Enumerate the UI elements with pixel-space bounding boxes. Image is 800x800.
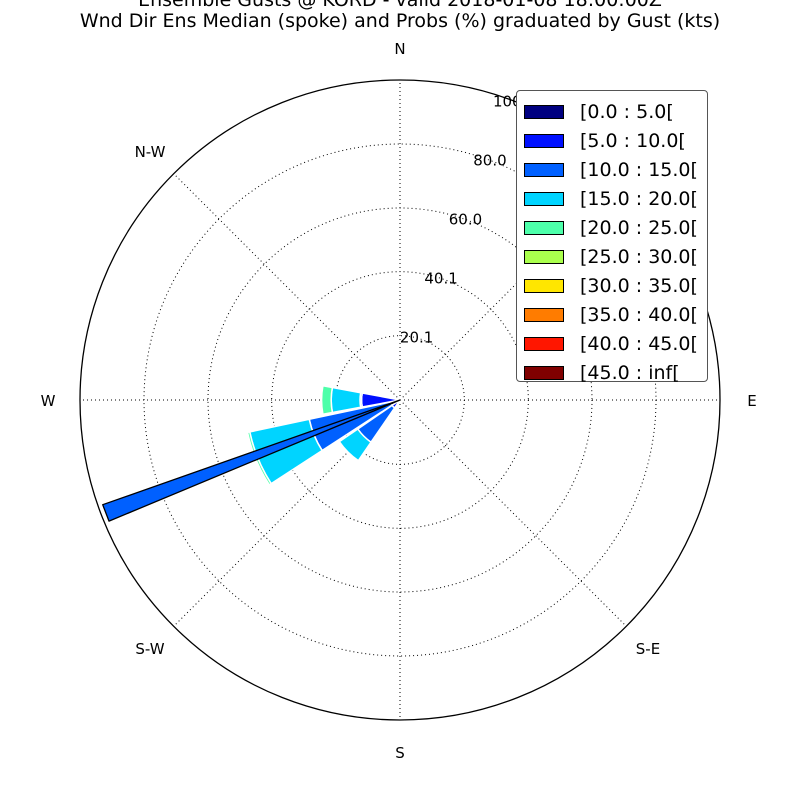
median-spoke xyxy=(102,399,401,522)
direction-label-n-w: N-W xyxy=(135,143,166,161)
outer-ring xyxy=(79,79,721,721)
wedge-1-4 xyxy=(246,431,272,486)
legend-swatch xyxy=(524,104,564,119)
gust-legend: [0.0 : 5.0[ [5.0 : 10.0[ [10.0 : 15.0[ [15.… xyxy=(516,90,708,384)
median-spoke-bar xyxy=(102,399,401,522)
legend-item: [20.0 : 25.0[ xyxy=(524,213,707,242)
legend-item: [45.0 : inf[ xyxy=(524,358,707,387)
legend-swatch xyxy=(524,278,564,293)
polar-grid xyxy=(79,79,721,721)
legend-swatch xyxy=(524,249,564,264)
direction-label-s: S xyxy=(395,744,405,762)
grid-spoke-7 xyxy=(173,173,401,401)
radial-tick-label: 60.0 xyxy=(449,211,482,229)
legend-label: [10.0 : 15.0[ xyxy=(580,158,698,181)
legend-swatch xyxy=(524,336,564,351)
direction-label-w: W xyxy=(41,392,56,410)
legend-item: [25.0 : 30.0[ xyxy=(524,242,707,271)
legend-swatch xyxy=(524,307,564,322)
legend-swatch xyxy=(524,365,564,380)
wedge-2-3 xyxy=(338,428,372,462)
chart-titles: Ensemble Gusts @ KORD - valid 2018-01-08… xyxy=(0,0,800,32)
legend-swatch xyxy=(524,162,564,177)
legend-label: [0.0 : 5.0[ xyxy=(580,100,674,123)
direction-label-s-e: S-E xyxy=(636,640,660,658)
legend-item: [0.0 : 5.0[ xyxy=(524,97,707,126)
chart-subtitle: Wnd Dir Ens Median (spoke) and Probs (%)… xyxy=(79,10,721,32)
legend-label: [30.0 : 35.0[ xyxy=(580,274,698,297)
legend-item: [35.0 : 40.0[ xyxy=(524,300,707,329)
direction-label-s-w: S-W xyxy=(135,640,164,658)
legend-item: [10.0 : 15.0[ xyxy=(524,155,707,184)
legend-label: [5.0 : 10.0[ xyxy=(580,129,686,152)
legend-item: [30.0 : 35.0[ xyxy=(524,271,707,300)
legend-label: [35.0 : 40.0[ xyxy=(580,303,698,326)
legend-item: [5.0 : 10.0[ xyxy=(524,126,707,155)
legend-label: [40.0 : 45.0[ xyxy=(580,332,698,355)
legend-swatch xyxy=(524,191,564,206)
legend-swatch xyxy=(524,133,564,148)
radial-tick-label: 20.1 xyxy=(400,329,433,347)
grid-spoke-3 xyxy=(399,399,627,627)
legend-label: [25.0 : 30.0[ xyxy=(580,245,698,268)
legend-item: [15.0 : 20.0[ xyxy=(524,184,707,213)
legend-swatch xyxy=(524,220,564,235)
direction-label-n: N xyxy=(394,40,405,58)
legend-label: [20.0 : 25.0[ xyxy=(580,216,698,239)
radial-tick-label: 80.0 xyxy=(473,151,506,169)
grid-spoke-1 xyxy=(399,173,627,401)
legend-label: [45.0 : inf[ xyxy=(580,361,680,384)
direction-label-e: E xyxy=(747,392,756,410)
wedge-0-4 xyxy=(320,384,334,416)
radial-tick-label: 40.1 xyxy=(424,269,457,287)
legend-item: [40.0 : 45.0[ xyxy=(524,329,707,358)
grid-spoke-5 xyxy=(173,399,401,627)
chart-title: Ensemble Gusts @ KORD - valid 2018-01-08… xyxy=(138,0,662,11)
wind-sectors xyxy=(246,384,401,486)
legend-label: [15.0 : 20.0[ xyxy=(580,187,698,210)
